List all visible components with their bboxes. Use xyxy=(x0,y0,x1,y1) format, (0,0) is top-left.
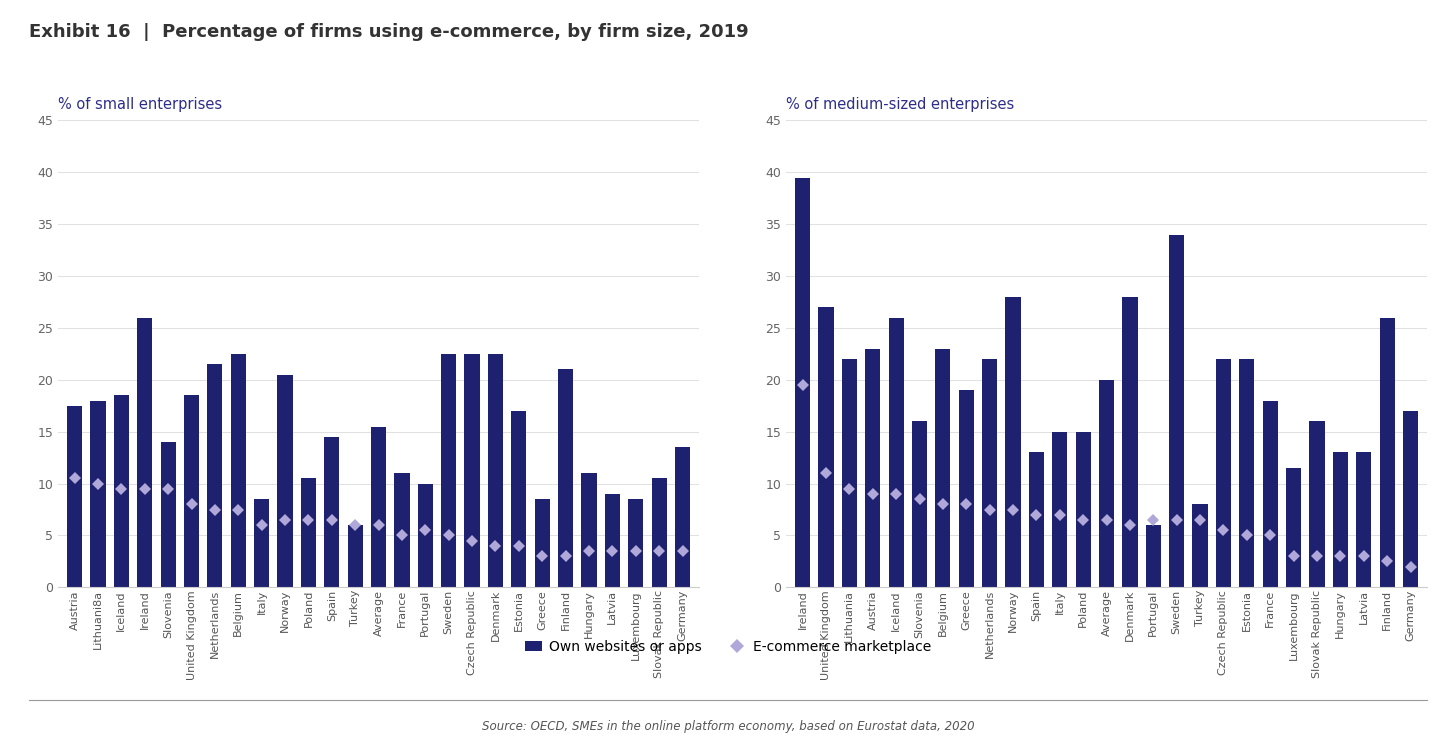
Bar xyxy=(1006,297,1021,587)
Bar xyxy=(253,499,269,587)
Text: % of small enterprises: % of small enterprises xyxy=(58,97,223,112)
Bar xyxy=(1099,380,1114,587)
Bar xyxy=(1123,297,1137,587)
Bar xyxy=(651,478,667,587)
Bar xyxy=(795,178,810,587)
Bar xyxy=(371,426,386,587)
Bar xyxy=(818,307,834,587)
Bar xyxy=(1286,468,1302,587)
Bar xyxy=(1029,453,1044,587)
Bar xyxy=(1332,453,1348,587)
Bar xyxy=(301,478,316,587)
Bar xyxy=(67,406,82,587)
Bar xyxy=(1146,525,1160,587)
Bar xyxy=(558,370,574,587)
Bar xyxy=(628,499,644,587)
Bar xyxy=(207,364,223,587)
Bar xyxy=(325,437,339,587)
Bar xyxy=(935,349,951,587)
Legend: Own websites or apps, E-commerce marketplace: Own websites or apps, E-commerce marketp… xyxy=(520,634,936,660)
Bar xyxy=(958,390,974,587)
Bar xyxy=(1053,431,1067,587)
Bar xyxy=(160,442,176,587)
Bar xyxy=(1356,453,1372,587)
Bar xyxy=(418,483,432,587)
Bar xyxy=(348,525,363,587)
Bar xyxy=(137,318,153,587)
Text: Source: OECD, SMEs in the online platform economy, based on Eurostat data, 2020: Source: OECD, SMEs in the online platfor… xyxy=(482,720,974,733)
Bar xyxy=(911,422,927,587)
Bar xyxy=(511,411,527,587)
Bar xyxy=(230,354,246,587)
Text: % of medium-sized enterprises: % of medium-sized enterprises xyxy=(786,97,1015,112)
Bar xyxy=(676,447,690,587)
Bar xyxy=(1216,359,1232,587)
Bar xyxy=(90,401,106,587)
Bar xyxy=(865,349,881,587)
Bar xyxy=(183,395,199,587)
Bar xyxy=(1192,505,1207,587)
Bar xyxy=(1262,401,1278,587)
Bar xyxy=(604,494,620,587)
Bar xyxy=(1404,411,1418,587)
Bar xyxy=(888,318,904,587)
Bar xyxy=(114,395,130,587)
Bar xyxy=(842,359,858,587)
Bar xyxy=(1309,422,1325,587)
Bar xyxy=(1239,359,1255,587)
Bar xyxy=(1379,318,1395,587)
Bar xyxy=(278,375,293,587)
Bar xyxy=(1076,431,1091,587)
Bar xyxy=(488,354,504,587)
Text: Exhibit 16  |  Percentage of firms using e-commerce, by firm size, 2019: Exhibit 16 | Percentage of firms using e… xyxy=(29,23,748,41)
Bar xyxy=(441,354,456,587)
Bar xyxy=(1169,235,1184,587)
Bar xyxy=(395,473,409,587)
Bar xyxy=(464,354,479,587)
Bar xyxy=(981,359,997,587)
Bar xyxy=(581,473,597,587)
Bar xyxy=(534,499,550,587)
